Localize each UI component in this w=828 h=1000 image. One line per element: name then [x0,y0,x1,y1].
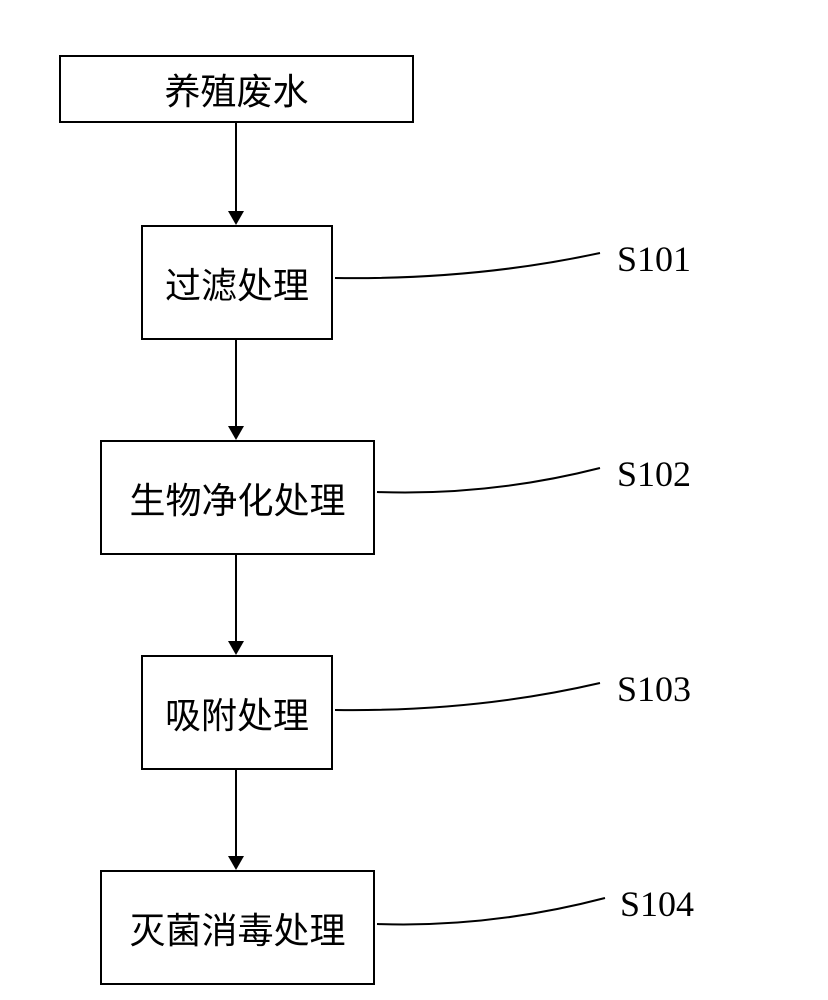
box-s101-text: 过滤处理 [165,257,309,309]
box-s102-text: 生物净化处理 [129,472,345,524]
box-s102: 生物净化处理 [100,440,375,555]
label-s103-text: S103 [617,668,691,710]
box-s104: 灭菌消毒处理 [100,870,375,985]
box-s101: 过滤处理 [141,225,333,340]
arrow-2-head [228,426,244,440]
box-s104-text: 灭菌消毒处理 [129,902,345,954]
arrow-4-head [228,856,244,870]
arrow-2-line [235,340,237,426]
box-source: 养殖废水 [59,55,414,123]
arrow-3-head [228,641,244,655]
box-s103: 吸附处理 [141,655,333,770]
arrow-1-line [235,123,237,211]
arrow-1-head [228,211,244,225]
box-source-text: 养殖废水 [164,63,308,115]
arrow-3-line [235,555,237,641]
label-s104-text: S104 [620,883,694,925]
flowchart-container: 养殖废水 过滤处理 生物净化处理 吸附处理 灭菌消毒处理 S101 S102 S… [0,0,828,1000]
arrow-4-line [235,770,237,856]
label-s102-text: S102 [617,453,691,495]
box-s103-text: 吸附处理 [165,687,309,739]
label-s101-text: S101 [617,238,691,280]
